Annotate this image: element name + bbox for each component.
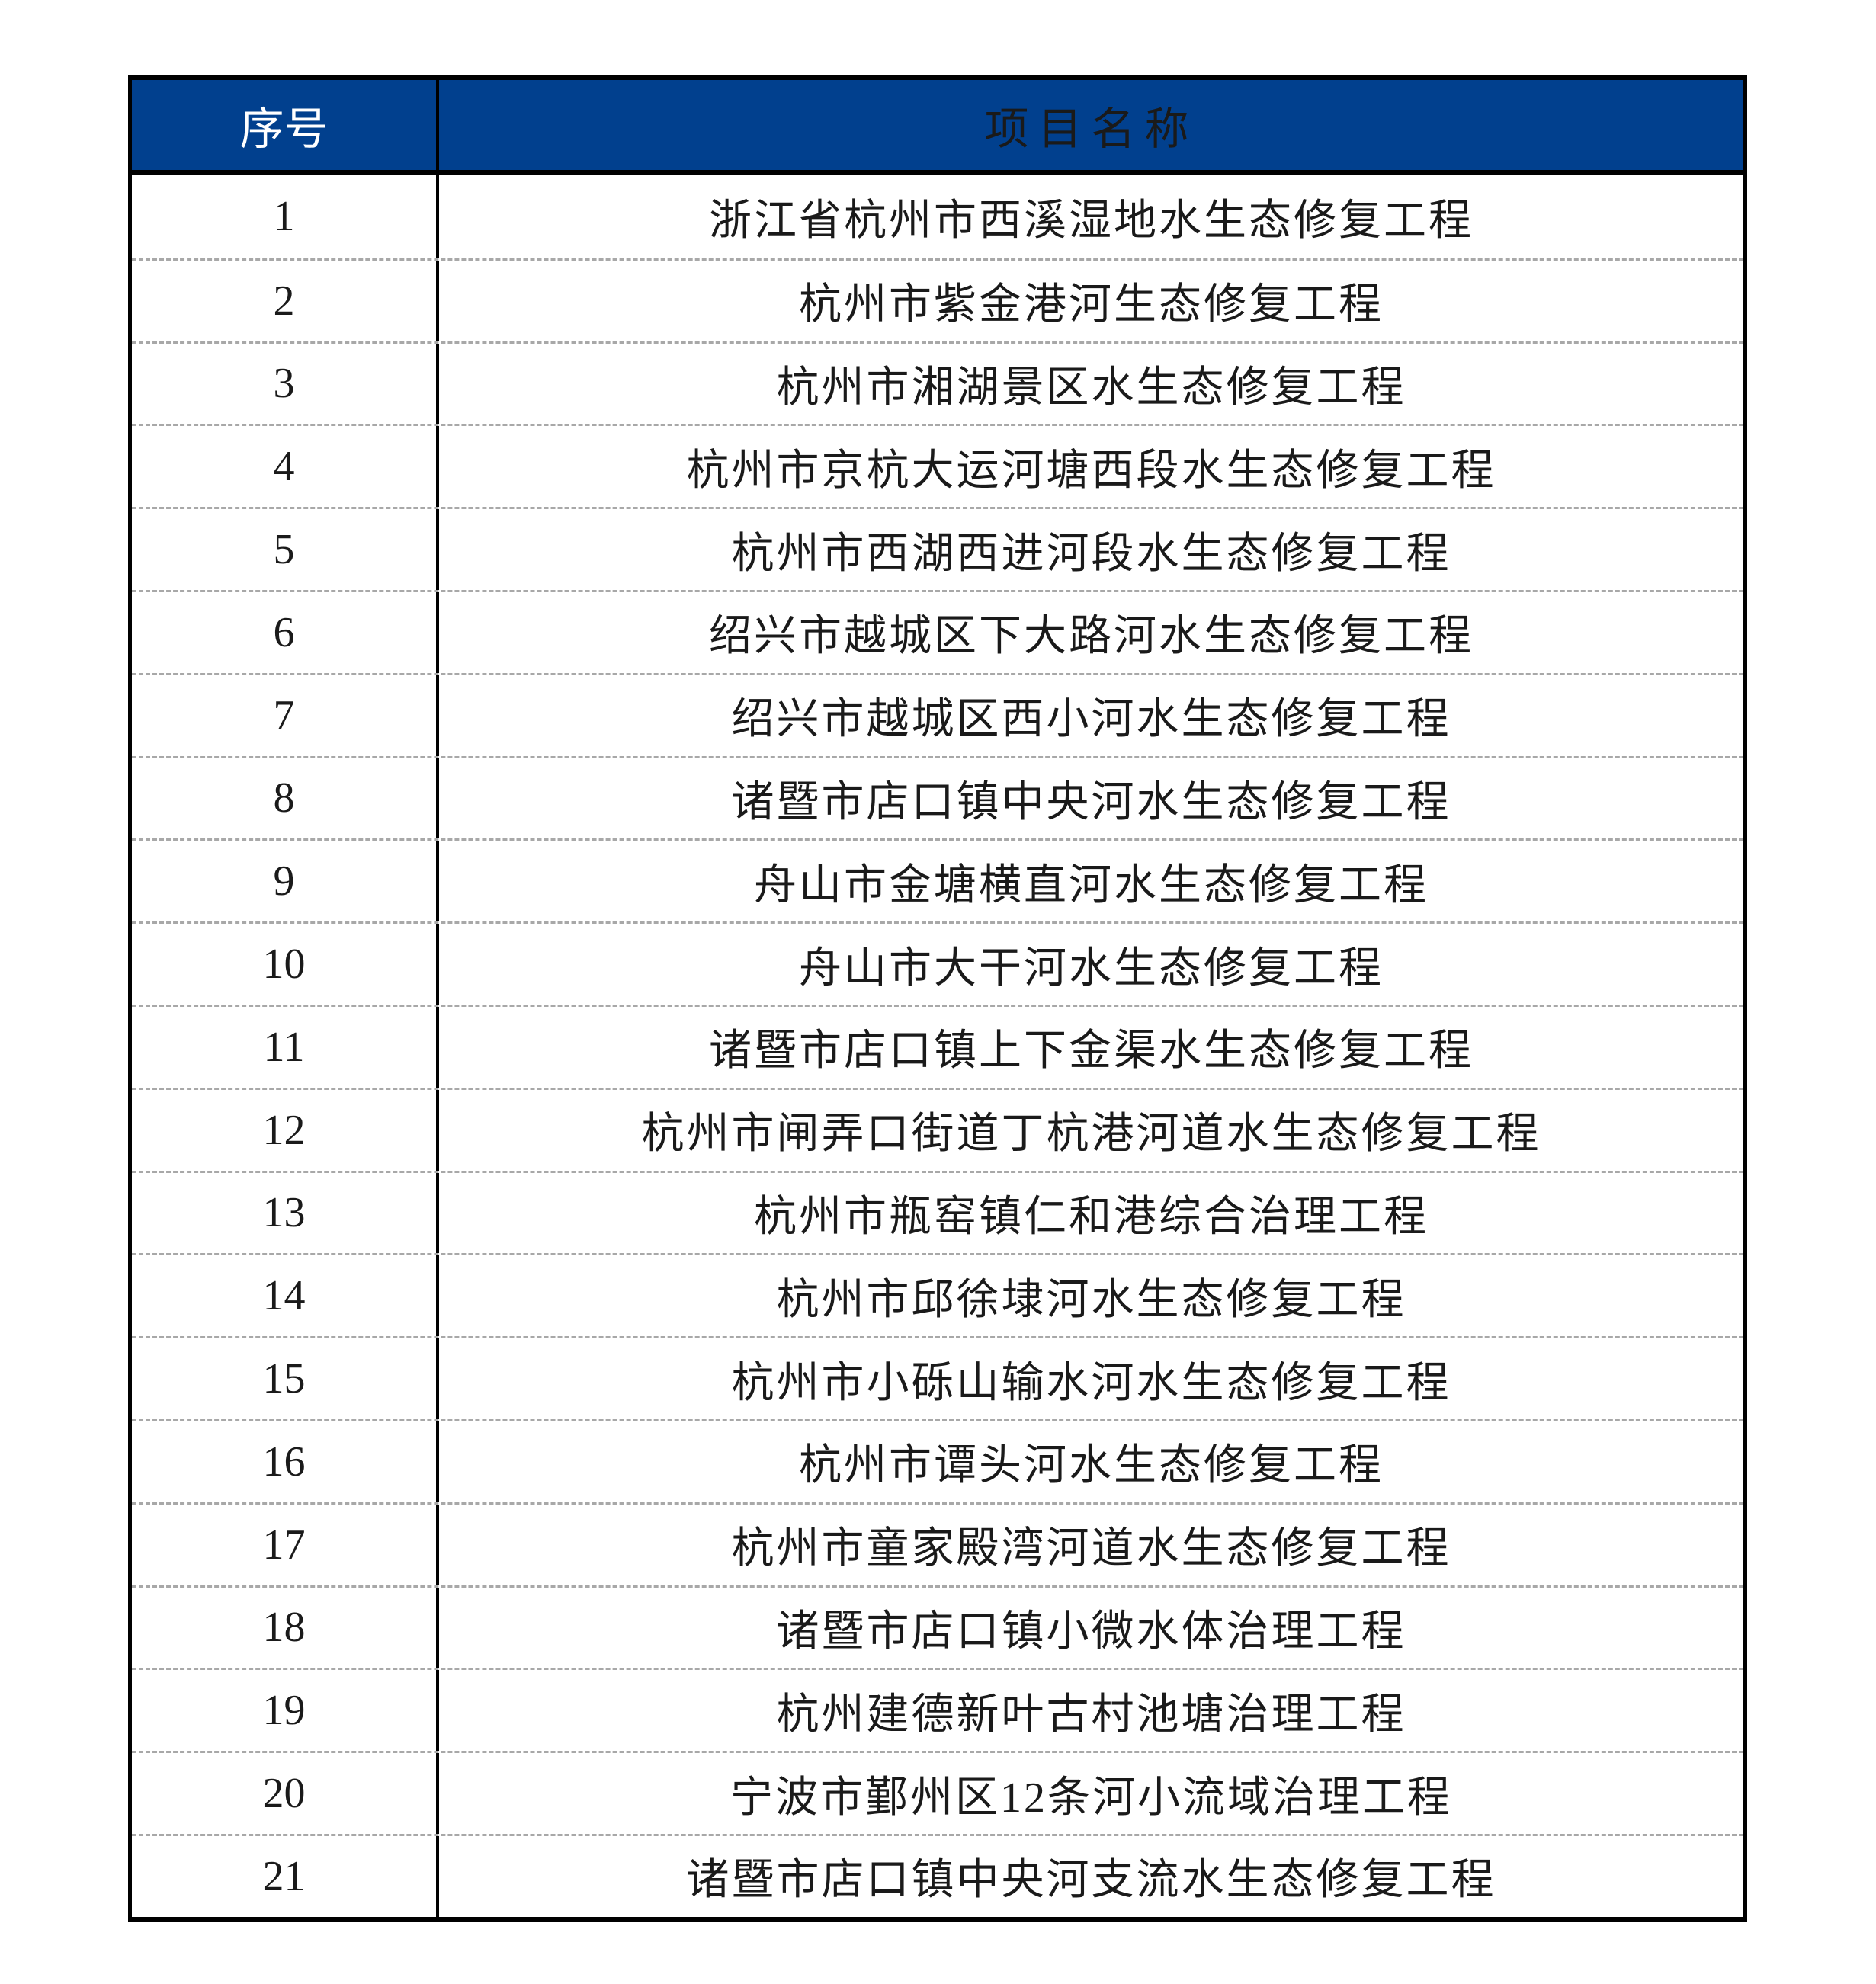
row-project-name: 杭州市闸弄口街道丁杭港河道水生态修复工程	[439, 1089, 1743, 1171]
row-project-name: 杭州市西湖西进河段水生态修复工程	[439, 509, 1743, 590]
row-project-name: 杭州市湘湖景区水生态修复工程	[439, 343, 1743, 425]
table-row: 19 杭州建德新叶古村池塘治理工程	[132, 1668, 1743, 1752]
row-project-name: 杭州市瓶窑镇仁和港综合治理工程	[439, 1172, 1743, 1254]
row-serial-number: 15	[132, 1338, 439, 1419]
row-project-name: 杭州市京杭大运河塘西段水生态修复工程	[439, 426, 1743, 508]
row-serial-number: 5	[132, 509, 439, 590]
row-serial-number: 14	[132, 1255, 439, 1337]
table-row: 18 诸暨市店口镇小微水体治理工程	[132, 1585, 1743, 1668]
row-serial-number: 12	[132, 1089, 439, 1171]
row-serial-number: 13	[132, 1172, 439, 1254]
row-serial-number: 10	[132, 924, 439, 1005]
row-project-name: 杭州建德新叶古村池塘治理工程	[439, 1670, 1743, 1752]
row-serial-number: 11	[132, 1006, 439, 1088]
table-row: 16 杭州市谭头河水生态修复工程	[132, 1418, 1743, 1502]
row-project-name: 浙江省杭州市西溪湿地水生态修复工程	[439, 175, 1743, 258]
row-serial-number: 7	[132, 675, 439, 756]
row-project-name: 杭州市邱徐埭河水生态修复工程	[439, 1255, 1743, 1337]
table-row: 15 杭州市小砾山输水河水生态修复工程	[132, 1336, 1743, 1419]
row-project-name: 杭州市紫金港河生态修复工程	[439, 260, 1743, 341]
row-serial-number: 6	[132, 591, 439, 673]
row-serial-number: 17	[132, 1504, 439, 1585]
row-project-name: 诸暨市店口镇上下金渠水生态修复工程	[439, 1006, 1743, 1088]
row-project-name: 诸暨市店口镇中央河支流水生态修复工程	[439, 1835, 1743, 1917]
row-serial-number: 21	[132, 1835, 439, 1917]
row-project-name: 诸暨市店口镇中央河水生态修复工程	[439, 758, 1743, 839]
row-serial-number: 3	[132, 343, 439, 425]
row-serial-number: 19	[132, 1670, 439, 1752]
table-body: 1 浙江省杭州市西溪湿地水生态修复工程 2 杭州市紫金港河生态修复工程 3 杭州…	[132, 175, 1743, 1917]
table-row: 13 杭州市瓶窑镇仁和港综合治理工程	[132, 1170, 1743, 1254]
header-cell-project-name: 项目名称	[984, 104, 1198, 154]
table-row: 17 杭州市童家殿湾河道水生态修复工程	[132, 1502, 1743, 1585]
table-row: 1 浙江省杭州市西溪湿地水生态修复工程	[132, 175, 1743, 258]
table-row: 4 杭州市京杭大运河塘西段水生态修复工程	[132, 424, 1743, 508]
table-row: 9 舟山市金塘横直河水生态修复工程	[132, 838, 1743, 922]
row-project-name: 绍兴市越城区西小河水生态修复工程	[439, 675, 1743, 756]
row-project-name: 杭州市小砾山输水河水生态修复工程	[439, 1338, 1743, 1419]
table-row: 7 绍兴市越城区西小河水生态修复工程	[132, 672, 1743, 756]
row-serial-number: 9	[132, 841, 439, 922]
row-serial-number: 20	[132, 1753, 439, 1834]
table-header-row: 序号 项目名称	[132, 80, 1743, 175]
row-serial-number: 2	[132, 260, 439, 341]
table-row: 8 诸暨市店口镇中央河水生态修复工程	[132, 755, 1743, 839]
row-project-name: 杭州市谭头河水生态修复工程	[439, 1421, 1743, 1502]
row-project-name: 诸暨市店口镇小微水体治理工程	[439, 1587, 1743, 1668]
row-serial-number: 16	[132, 1421, 439, 1502]
row-serial-number: 18	[132, 1587, 439, 1668]
table-row: 11 诸暨市店口镇上下金渠水生态修复工程	[132, 1004, 1743, 1088]
row-project-name: 舟山市大干河水生态修复工程	[439, 924, 1743, 1005]
row-project-name: 宁波市鄞州区12条河小流域治理工程	[439, 1753, 1743, 1834]
table-row: 5 杭州市西湖西进河段水生态修复工程	[132, 507, 1743, 590]
table-row: 2 杭州市紫金港河生态修复工程	[132, 258, 1743, 341]
table-row: 12 杭州市闸弄口街道丁杭港河道水生态修复工程	[132, 1087, 1743, 1171]
table-row: 14 杭州市邱徐埭河水生态修复工程	[132, 1253, 1743, 1337]
header-cell-serial-number: 序号	[132, 80, 439, 170]
project-table: 序号 项目名称 1 浙江省杭州市西溪湿地水生态修复工程 2 杭州市紫金港河生态修…	[128, 75, 1747, 1922]
row-project-name: 绍兴市越城区下大路河水生态修复工程	[439, 591, 1743, 673]
row-project-name: 杭州市童家殿湾河道水生态修复工程	[439, 1504, 1743, 1585]
table-row: 10 舟山市大干河水生态修复工程	[132, 921, 1743, 1005]
table-row: 3 杭州市湘湖景区水生态修复工程	[132, 341, 1743, 425]
table-row: 6 绍兴市越城区下大路河水生态修复工程	[132, 589, 1743, 673]
table-row: 20 宁波市鄞州区12条河小流域治理工程	[132, 1751, 1743, 1834]
row-serial-number: 1	[132, 175, 439, 258]
row-serial-number: 8	[132, 758, 439, 839]
row-serial-number: 4	[132, 426, 439, 508]
table-row: 21 诸暨市店口镇中央河支流水生态修复工程	[132, 1833, 1743, 1917]
row-project-name: 舟山市金塘横直河水生态修复工程	[439, 841, 1743, 922]
